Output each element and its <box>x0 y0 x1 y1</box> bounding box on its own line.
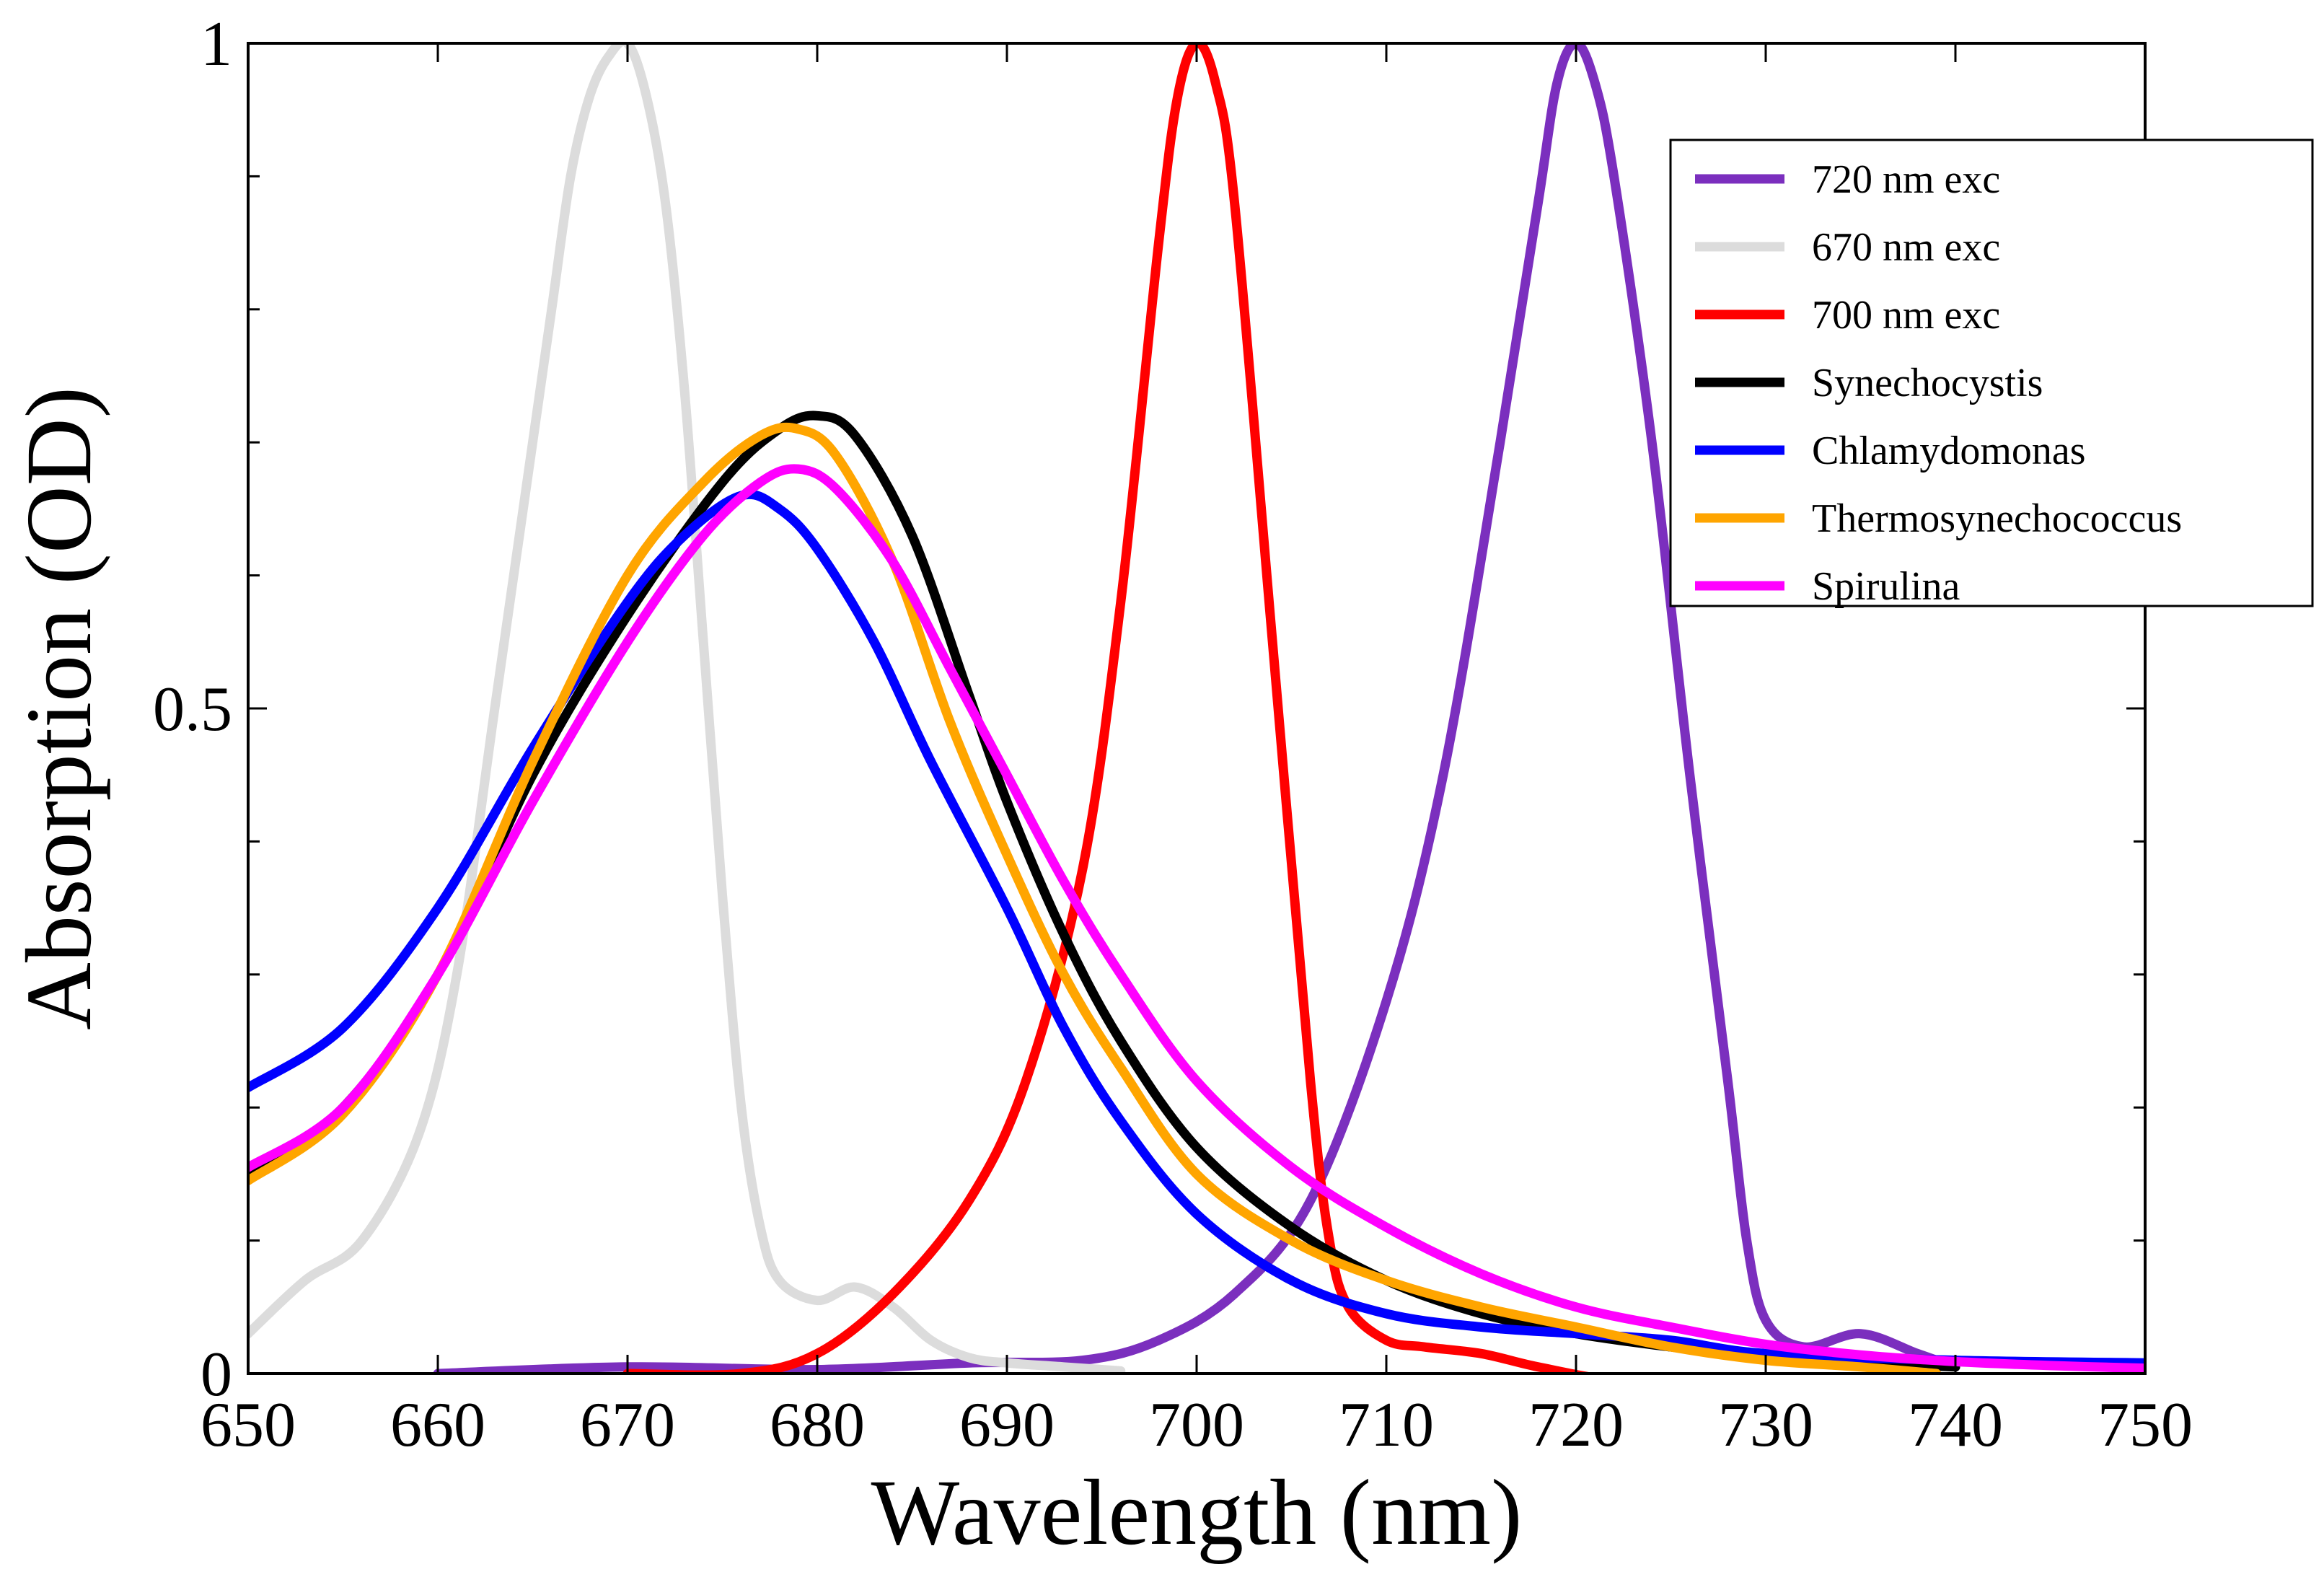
legend-item-670-nm-exc: 670 nm exc <box>1695 225 2000 270</box>
x-tick-label: 730 <box>1718 1390 1813 1460</box>
series-layer <box>248 43 2145 1374</box>
x-tick-label: 690 <box>959 1390 1055 1460</box>
legend-label: 670 nm exc <box>1812 225 2000 270</box>
legend-label: Chlamydomonas <box>1812 429 2086 473</box>
x-tick-label: 670 <box>580 1390 675 1460</box>
x-tick-label: 750 <box>2098 1390 2193 1460</box>
y-tick-label: 1 <box>201 9 232 79</box>
legend-item-700-nm-exc: 700 nm exc <box>1695 293 2000 338</box>
legend-label: Thermosynechococcus <box>1812 496 2182 541</box>
legend-box <box>1669 139 2314 607</box>
legend-item-synechocystis: Synechocystis <box>1695 361 2043 405</box>
x-tick-label: 740 <box>1908 1390 2003 1460</box>
x-tick-label: 700 <box>1149 1390 1244 1460</box>
y-tick-label: 0.5 <box>153 675 232 744</box>
y-axis-title: Absorption (OD) <box>7 387 111 1030</box>
legend: 720 nm exc 670 nm exc 700 nm exc Synechocys… <box>1669 139 2314 609</box>
legend-label: 700 nm exc <box>1812 293 2000 338</box>
x-tick-label: 680 <box>770 1390 865 1460</box>
y-tick-label: 0 <box>201 1340 232 1410</box>
legend-label: Spirulina <box>1812 564 1960 609</box>
legend-item-chlamydomonas: Chlamydomonas <box>1695 429 2086 473</box>
series-line-spirulina <box>248 464 2145 1374</box>
series-line-thermosynechococcus <box>248 422 1942 1374</box>
x-tick-label: 660 <box>390 1390 485 1460</box>
x-axis-title: Wavelength (nm) <box>871 1461 1523 1565</box>
series-line-chlamydomonas <box>248 490 2145 1368</box>
x-tick-label: 720 <box>1528 1390 1624 1460</box>
legend-item-thermosynechococcus: Thermosynechococcus <box>1695 496 2182 541</box>
legend-item-spirulina: Spirulina <box>1695 564 1960 609</box>
x-tick-label: 710 <box>1339 1390 1434 1460</box>
legend-label: Synechocystis <box>1812 361 2043 405</box>
x-tick-label: 650 <box>201 1390 296 1460</box>
tick-label-layer: 650 660 670 680 690 700 710 720 730 740 750 0 0.5 1 <box>153 9 2193 1460</box>
legend-label: 720 nm exc <box>1812 157 2000 202</box>
series-line-700-nm-exc <box>622 43 1598 1374</box>
legend-item-720-nm-exc: 720 nm exc <box>1695 157 2000 202</box>
tick-layer <box>247 42 2147 1375</box>
